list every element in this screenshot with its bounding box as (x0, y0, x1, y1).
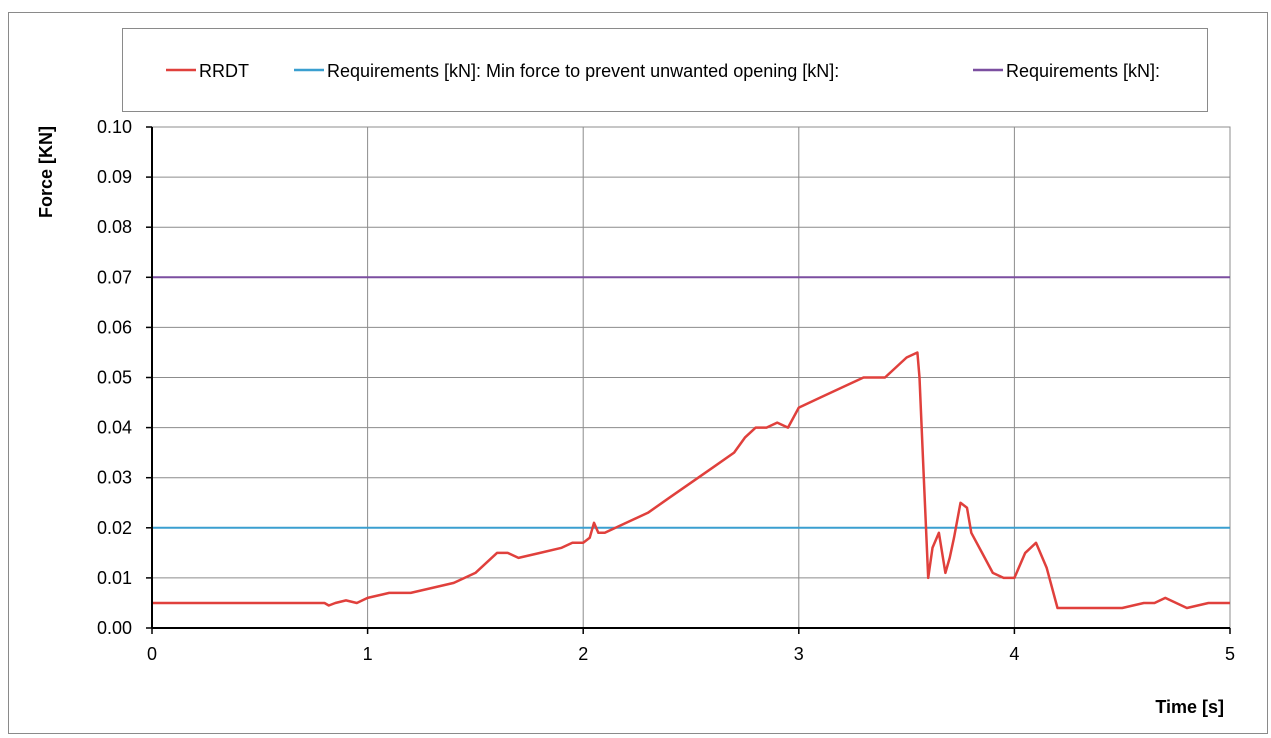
x-tick-label: 4 (1009, 644, 1019, 664)
legend-label-rrdt: RRDT (199, 61, 249, 81)
y-tick-label: 0.00 (97, 618, 132, 638)
y-axis-title: Force [KN] (36, 126, 56, 218)
x-tick-label: 2 (578, 644, 588, 664)
y-tick-label: 0.02 (97, 518, 132, 538)
x-axis-title: Time [s] (1155, 697, 1224, 717)
y-tick-label: 0.01 (97, 568, 132, 588)
series-line-rrdt (152, 351, 1230, 610)
y-tick-label: 0.09 (97, 167, 132, 187)
legend-label-requirements: Requirements [kN]: (1006, 61, 1160, 81)
x-tick-label: 0 (147, 644, 157, 664)
x-tick-label: 1 (363, 644, 373, 664)
y-tick-label: 0.07 (97, 267, 132, 287)
grid (151, 126, 1231, 629)
y-tick-label: 0.06 (97, 317, 132, 337)
series-layer (152, 276, 1230, 610)
y-tick-label: 0.04 (97, 418, 132, 438)
tick-labels: 0.00 0.01 0.02 0.03 0.04 0.05 0.06 0.07 0.08 0.09… (97, 117, 1235, 664)
x-tick-label: 5 (1225, 644, 1235, 664)
y-tick-label: 0.03 (97, 468, 132, 488)
axes (146, 126, 1231, 634)
y-tick-label: 0.10 (97, 117, 132, 137)
chart-frame (8, 12, 1268, 734)
y-tick-label: 0.08 (97, 217, 132, 237)
x-tick-label: 3 (794, 644, 804, 664)
y-tick-label: 0.05 (97, 368, 132, 388)
legend-label-min-force: Requirements [kN]: Min force to prevent … (327, 61, 839, 81)
